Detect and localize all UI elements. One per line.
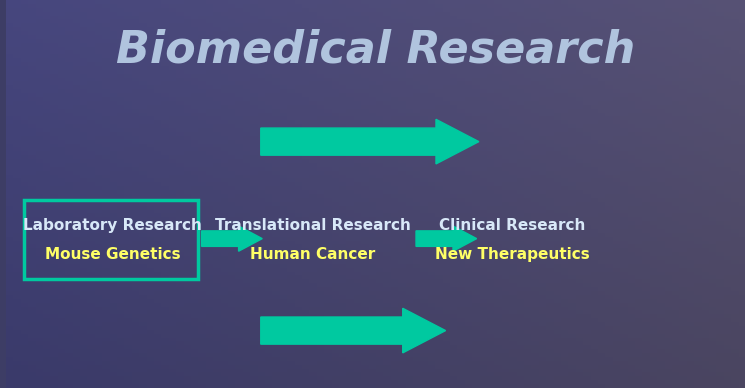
- Text: Laboratory Research: Laboratory Research: [24, 218, 203, 232]
- Text: Biomedical Research: Biomedical Research: [115, 29, 635, 72]
- Text: Translational Research: Translational Research: [215, 218, 410, 232]
- FancyArrow shape: [416, 226, 477, 251]
- Text: New Therapeutics: New Therapeutics: [435, 247, 589, 262]
- FancyArrow shape: [261, 120, 479, 164]
- FancyArrow shape: [202, 226, 262, 251]
- FancyArrow shape: [261, 308, 446, 353]
- Text: Clinical Research: Clinical Research: [439, 218, 586, 232]
- Text: Mouse Genetics: Mouse Genetics: [45, 247, 181, 262]
- Text: Human Cancer: Human Cancer: [250, 247, 375, 262]
